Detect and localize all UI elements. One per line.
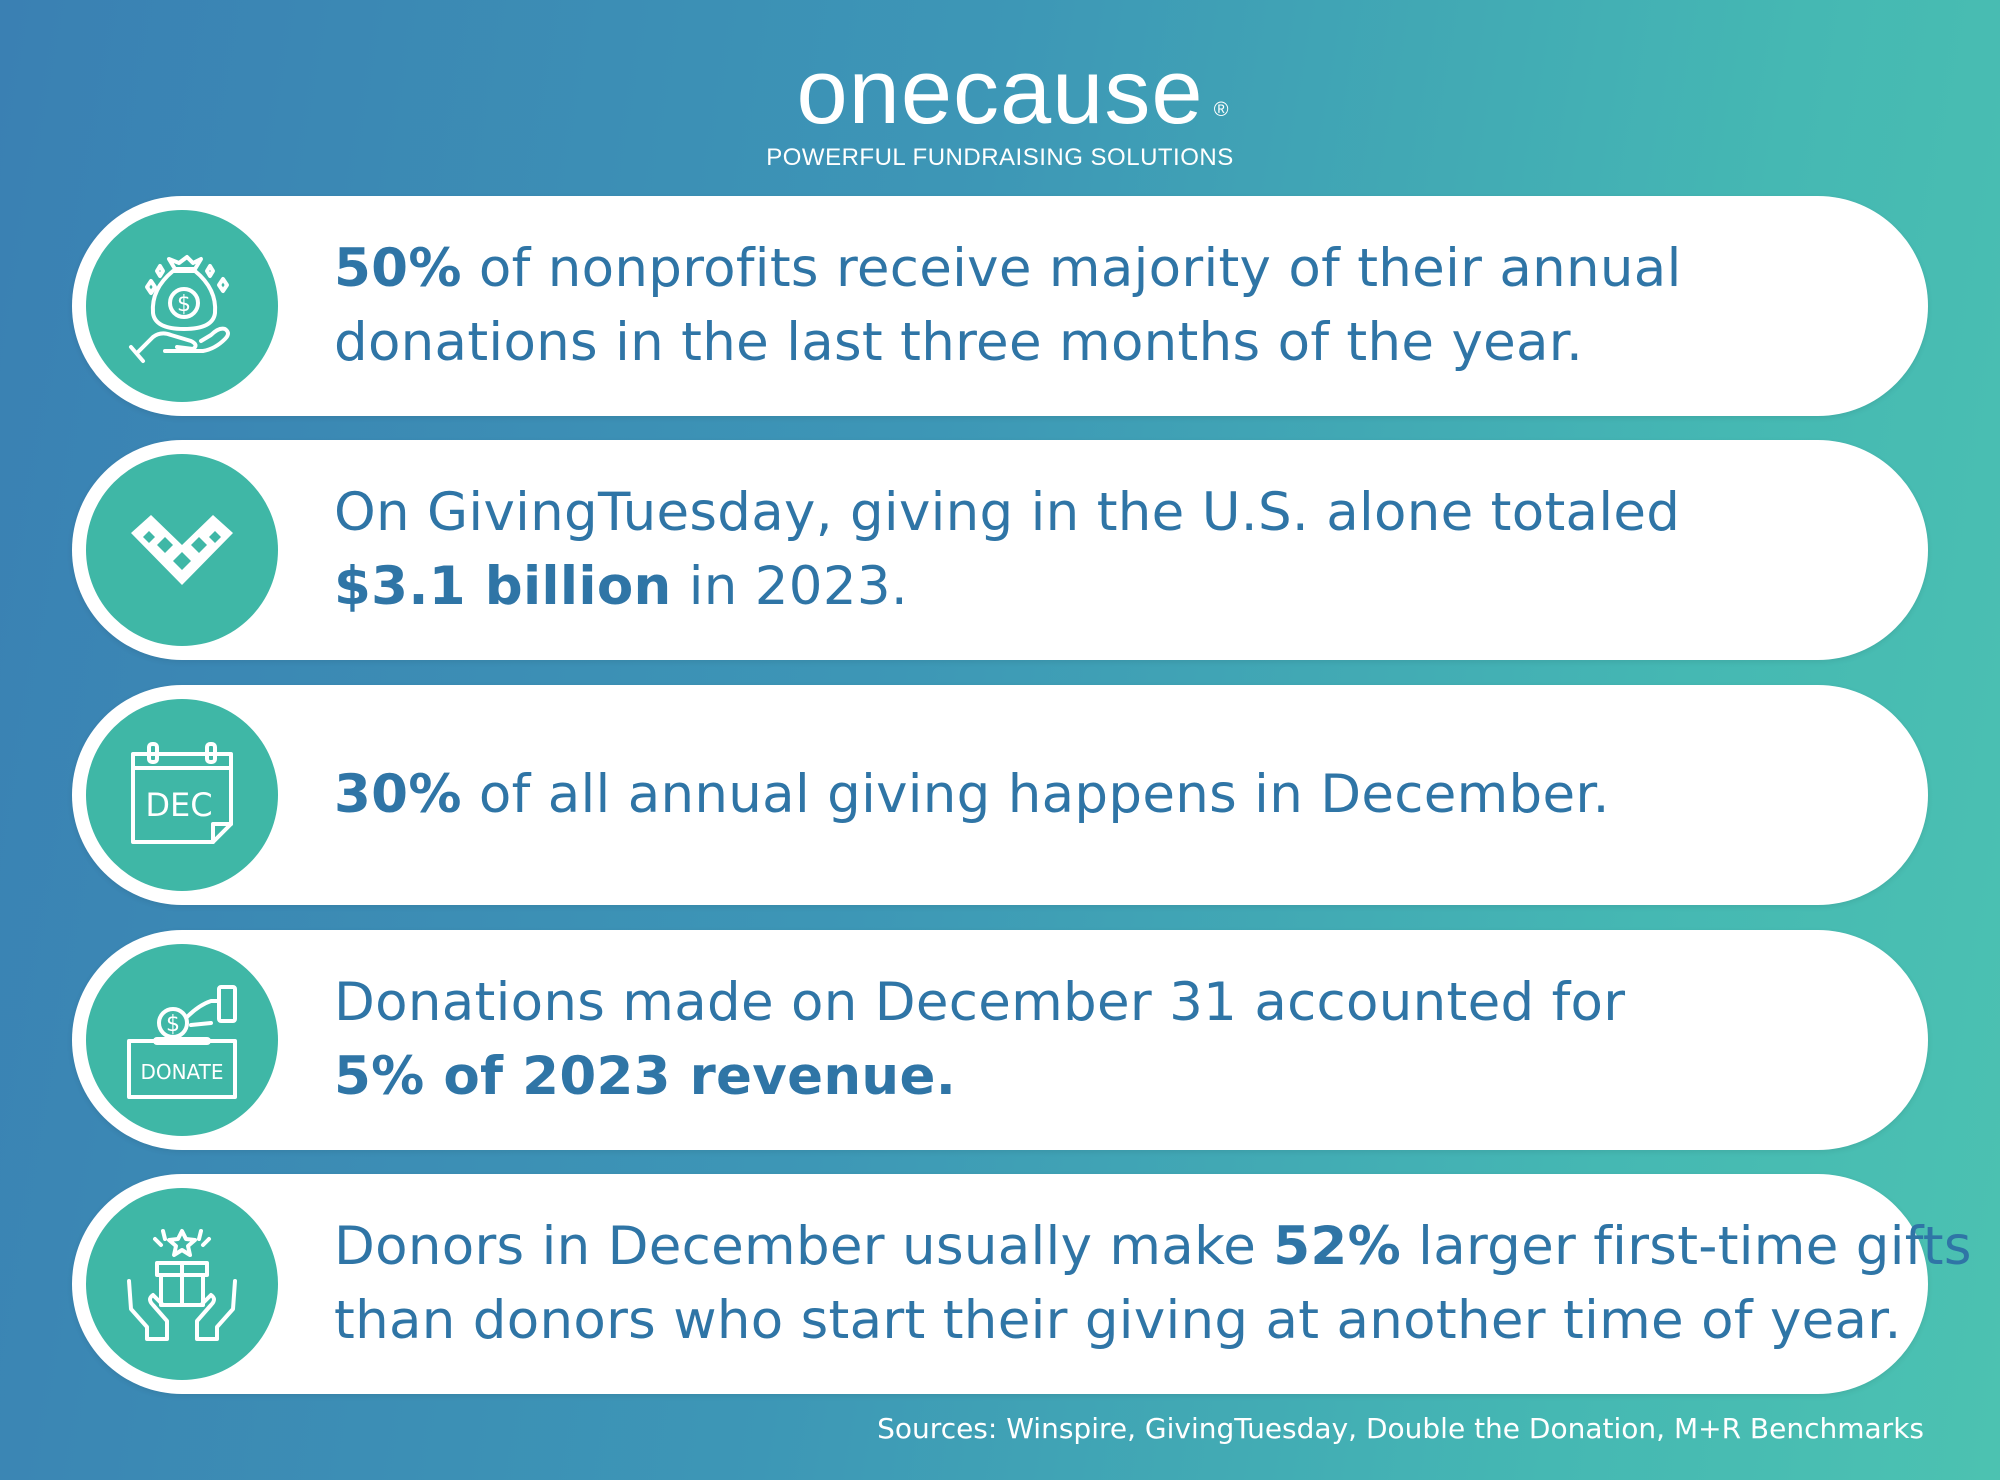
stat-line-2: than donors who start their giving at an… — [334, 1284, 1901, 1358]
stat-text-segment: of all annual giving happens in December… — [461, 764, 1610, 825]
stat-card: $ DONATE Donations made on December 31 a… — [72, 930, 1928, 1150]
stat-text: 50% of nonprofits receive majority of th… — [334, 196, 1868, 416]
stat-text-segment: donations in the last three months of th… — [334, 312, 1584, 373]
money-bag-hand-icon: $ — [86, 210, 278, 402]
stat-text-segment: of nonprofits receive majority of their … — [461, 238, 1682, 299]
stat-line-1: Donors in December usually make 52% larg… — [334, 1210, 1971, 1284]
stat-text-segment: than donors who start their giving at an… — [334, 1290, 1902, 1351]
stat-text: Donations made on December 31 accounted … — [334, 930, 1868, 1150]
stat-line-1: 50% of nonprofits receive majority of th… — [334, 232, 1868, 306]
stat-text-segment: larger first-time gifts — [1401, 1216, 1972, 1277]
giving-tuesday-heart-icon — [86, 454, 278, 646]
stat-card: $ 50% of nonprofits receive majority of … — [72, 196, 1928, 416]
stat-highlight: 5% of 2023 revenue. — [334, 1046, 957, 1107]
stat-text-segment: Donors in December usually make — [334, 1216, 1274, 1277]
stat-text-segment: Donations made on December 31 accounted … — [334, 972, 1626, 1033]
registered-mark: ® — [1213, 99, 1230, 121]
brand-logo: onecause ® — [796, 41, 1229, 143]
stat-text-segment: On GivingTuesday, giving in the U.S. alo… — [334, 482, 1681, 543]
calendar-dec-icon: DEC — [86, 699, 278, 891]
stat-highlight: 52% — [1273, 1216, 1402, 1277]
stat-card: Donors in December usually make 52% larg… — [72, 1174, 1971, 1394]
brand-tagline: POWERFUL FUNDRAISING SOLUTIONS — [766, 144, 1234, 171]
stat-line-2: $3.1 billion in 2023. — [334, 550, 1868, 624]
svg-text:$: $ — [177, 292, 191, 317]
stat-line-1: Donations made on December 31 accounted … — [334, 966, 1868, 1040]
stat-line-1: 30% of all annual giving happens in Dece… — [334, 758, 1868, 832]
stat-card: On GivingTuesday, giving in the U.S. alo… — [72, 440, 1928, 660]
gift-hands-icon — [86, 1188, 278, 1380]
donate-label: DONATE — [140, 1060, 223, 1084]
stat-text: Donors in December usually make 52% larg… — [334, 1174, 1971, 1394]
sources-caption: Sources: Winspire, GivingTuesday, Double… — [877, 1412, 1924, 1445]
stat-card: DEC 30% of all annual giving happens in … — [72, 685, 1928, 905]
stat-line-2: 5% of 2023 revenue. — [334, 1040, 1868, 1114]
stat-highlight: 50% — [334, 238, 462, 299]
svg-text:$: $ — [166, 1012, 180, 1037]
brand-name: onecause — [796, 41, 1204, 143]
stat-text: 30% of all annual giving happens in Dece… — [334, 685, 1868, 905]
stat-highlight: $3.1 billion — [334, 556, 672, 617]
stat-line-1: On GivingTuesday, giving in the U.S. alo… — [334, 476, 1868, 550]
stat-line-2: donations in the last three months of th… — [334, 306, 1868, 380]
stat-highlight: 30% — [334, 764, 462, 825]
brand-header: onecause ® POWERFUL FUNDRAISING SOLUTIONS — [0, 42, 2000, 172]
calendar-label: DEC — [145, 786, 212, 824]
donate-box-icon: $ DONATE — [86, 944, 278, 1136]
stat-text: On GivingTuesday, giving in the U.S. alo… — [334, 440, 1868, 660]
stat-text-segment: in 2023. — [671, 556, 909, 617]
